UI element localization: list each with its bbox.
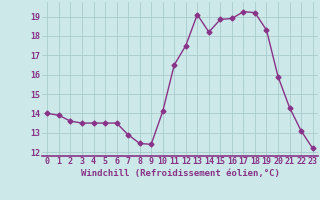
X-axis label: Windchill (Refroidissement éolien,°C): Windchill (Refroidissement éolien,°C)	[81, 169, 279, 178]
